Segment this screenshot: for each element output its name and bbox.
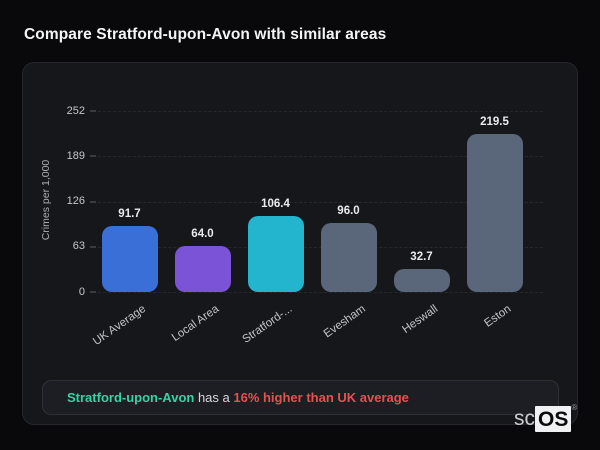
- logo-badge: OS: [535, 406, 572, 432]
- comparison-annotation: Stratford-upon-Avon has a 16% higher tha…: [42, 380, 559, 415]
- y-tick-label: 189: [66, 149, 85, 162]
- y-tick-label: 126: [66, 195, 85, 207]
- y-tick-label: 252: [66, 104, 85, 117]
- bar-evesham[interactable]: [320, 223, 377, 292]
- bar-value-label: 106.4: [261, 197, 290, 210]
- logo-prefix: sc: [514, 407, 535, 430]
- gridline: [93, 292, 543, 293]
- y-tick-mark: [90, 110, 96, 112]
- annotation-middle-text: has a: [194, 390, 234, 405]
- y-tick-mark: [90, 200, 96, 203]
- x-axis-label: Heswall: [400, 303, 441, 336]
- y-tick-mark: [90, 245, 96, 248]
- gridline: [93, 156, 543, 158]
- x-axis-label: UK Average: [91, 303, 149, 348]
- bar-eston[interactable]: [466, 134, 523, 292]
- bar-value-label: 32.7: [410, 250, 433, 263]
- gridline: [93, 111, 543, 112]
- y-tick-mark: [90, 155, 96, 158]
- scos-logo: sc OS ®: [514, 403, 578, 432]
- annotation-highlight: 16% higher than UK average: [233, 390, 409, 405]
- x-axis-label: Eston: [482, 303, 514, 330]
- gridline: [93, 246, 543, 248]
- y-tick-mark: [90, 291, 96, 293]
- y-tick-label: 0: [78, 285, 85, 298]
- gridline: [93, 201, 543, 203]
- bar-local-area[interactable]: [174, 246, 231, 292]
- bar-value-label: 219.5: [480, 116, 509, 129]
- y-tick-label: 63: [72, 240, 85, 253]
- annotation-subject: Stratford-upon-Avon: [67, 390, 195, 405]
- page-title: Compare Stratford-upon-Avon with similar…: [24, 26, 387, 43]
- bar-stratford[interactable]: [247, 215, 304, 292]
- bar-uk-average[interactable]: [101, 226, 158, 292]
- x-axis-label: Evesham: [321, 303, 368, 341]
- bar-value-label: 91.7: [118, 208, 141, 221]
- x-axis-label: Local Area: [169, 303, 222, 345]
- bar-value-label: 64.0: [191, 228, 214, 241]
- chart-card: Crimes per 1,000 0 63 126 189 252 91.7 UK Ave…: [22, 62, 578, 425]
- bar-heswall[interactable]: [393, 268, 450, 292]
- registered-trademark-icon: ®: [571, 403, 578, 412]
- x-axis-label: Stratford-...: [240, 303, 295, 346]
- bar-value-label: 96.0: [337, 205, 360, 218]
